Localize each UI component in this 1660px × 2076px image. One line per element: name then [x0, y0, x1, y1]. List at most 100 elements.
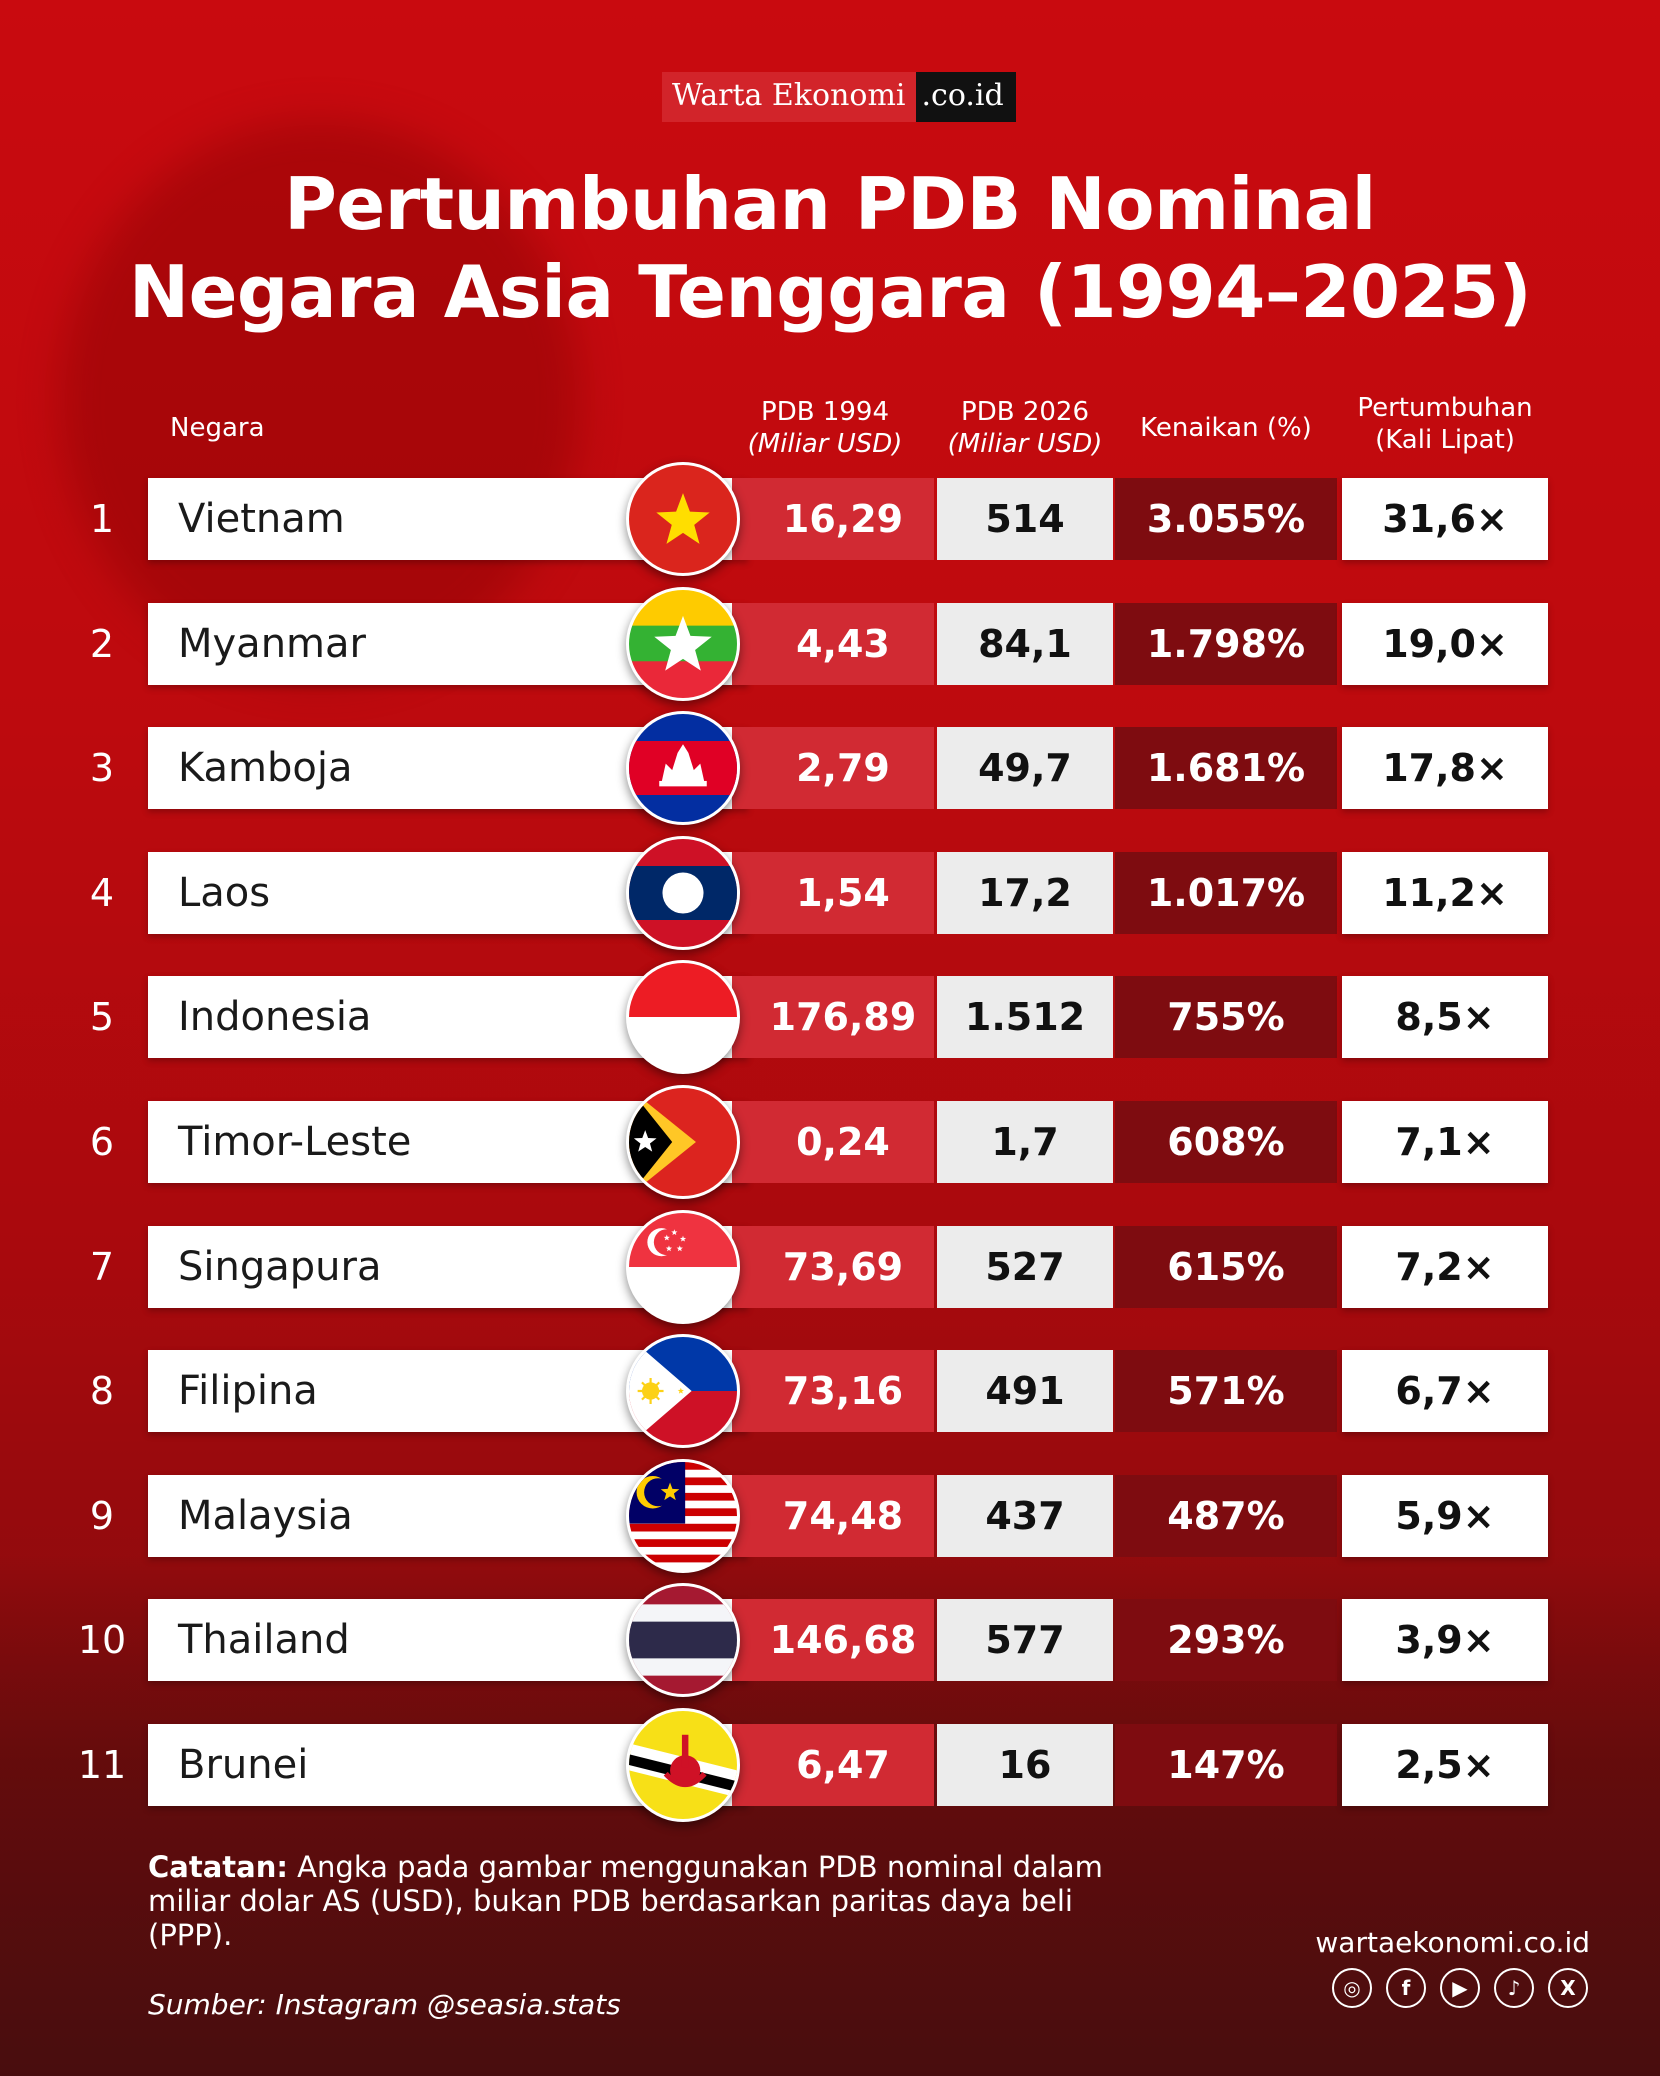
- row-growth: 19,0×: [1342, 602, 1548, 685]
- row-gdp2026: 1.512: [937, 976, 1113, 1059]
- row-gdp1994: 73,16: [732, 1350, 934, 1433]
- row-increase: 147%: [1115, 1724, 1337, 1806]
- row-rank: 7: [89, 1244, 115, 1289]
- header-country: Negara: [170, 413, 265, 443]
- row-growth: 2,5×: [1342, 1724, 1548, 1806]
- myanmar-flag: [626, 586, 740, 701]
- brand-logo: Warta Ekonomi .co.id: [662, 72, 1016, 122]
- row-rank: 8: [89, 1369, 115, 1414]
- tiktok-icon[interactable]: ♪: [1494, 1968, 1534, 2008]
- row-gdp1994: 0,24: [732, 1101, 934, 1183]
- note-text: Angka pada gambar menggunakan PDB nomina…: [148, 1850, 1103, 1952]
- row-rank: 6: [89, 1120, 115, 1164]
- row-gdp1994: 74,48: [732, 1474, 934, 1557]
- table-row: 2 Myanmar 4,43 84,1 1.798% 19,0×: [0, 586, 1660, 701]
- row-gdp1994: 176,89: [732, 976, 934, 1059]
- row-gdp2026: 527: [937, 1225, 1113, 1308]
- title-line-1: Pertumbuhan PDB Nominal: [284, 162, 1376, 246]
- row-gdp2026: 84,1: [937, 602, 1113, 685]
- row-increase: 755%: [1115, 976, 1337, 1059]
- row-growth: 7,2×: [1342, 1225, 1548, 1308]
- header-increase: Kenaikan (%): [1140, 413, 1312, 443]
- row-increase: 608%: [1115, 1101, 1337, 1183]
- row-increase: 293%: [1115, 1599, 1337, 1682]
- row-gdp1994: 146,68: [732, 1599, 934, 1682]
- row-increase: 1.798%: [1115, 602, 1337, 685]
- table-row: 10 Thailand 146,68 577 293% 3,9×: [0, 1583, 1660, 1698]
- timor-leste-flag: [626, 1085, 740, 1199]
- brand-name: Warta Ekonomi: [662, 72, 916, 122]
- row-growth: 7,1×: [1342, 1101, 1548, 1183]
- table-row: 7 Singapura 73,69 527 615% 7,2×: [0, 1209, 1660, 1324]
- header-growth: Pertumbuhan (Kali Lipat): [1357, 393, 1533, 455]
- social-links: ◎ f ▶ ♪ X: [1332, 1968, 1588, 2008]
- row-gdp2026: 1,7: [937, 1101, 1113, 1183]
- table-row: 11 Brunei 6,47 16 147% 2,5×: [0, 1708, 1660, 1822]
- row-gdp1994: 1,54: [732, 851, 934, 934]
- background-decoration: [60, 120, 580, 680]
- website-url[interactable]: wartaekonomi.co.id: [1315, 1926, 1590, 1959]
- row-growth: 3,9×: [1342, 1599, 1548, 1682]
- row-rank: 4: [89, 870, 115, 915]
- row-growth: 6,7×: [1342, 1350, 1548, 1433]
- row-gdp1994: 2,79: [732, 727, 934, 810]
- thailand-flag: [626, 1583, 740, 1698]
- note-label: Catatan:: [148, 1850, 288, 1884]
- table-row: 9 Malaysia 74,48 437 487% 5,9×: [0, 1458, 1660, 1573]
- row-growth: 31,6×: [1342, 478, 1548, 560]
- row-rank: 9: [89, 1493, 115, 1538]
- row-gdp2026: 49,7: [937, 727, 1113, 810]
- note: Catatan: Angka pada gambar menggunakan P…: [148, 1850, 1148, 1952]
- indonesia-flag: [626, 960, 740, 1075]
- row-rank: 5: [89, 995, 115, 1040]
- page-title: Pertumbuhan PDB Nominal Negara Asia Teng…: [0, 160, 1660, 336]
- cambodia-flag: [626, 711, 740, 826]
- instagram-icon[interactable]: ◎: [1332, 1968, 1372, 2008]
- row-increase: 3.055%: [1115, 478, 1337, 560]
- row-gdp1994: 6,47: [732, 1724, 934, 1806]
- table-row: 6 Timor-Leste 0,24 1,7 608% 7,1×: [0, 1085, 1660, 1199]
- row-gdp2026: 514: [937, 478, 1113, 560]
- row-increase: 1.017%: [1115, 851, 1337, 934]
- row-gdp2026: 577: [937, 1599, 1113, 1682]
- brunei-flag: [626, 1708, 740, 1822]
- row-increase: 571%: [1115, 1350, 1337, 1433]
- table-row: 8 Filipina 73,16 491 571% 6,7×: [0, 1334, 1660, 1449]
- row-increase: 1.681%: [1115, 727, 1337, 810]
- table-row: 3 Kamboja 2,79 49,7 1.681% 17,8×: [0, 711, 1660, 826]
- row-gdp2026: 491: [937, 1350, 1113, 1433]
- row-increase: 615%: [1115, 1225, 1337, 1308]
- row-rank: 10: [77, 1618, 127, 1663]
- header-gdp1994: PDB 1994 (Miliar USD): [747, 397, 903, 459]
- vietnam-flag: [626, 462, 740, 576]
- philippines-flag: [626, 1334, 740, 1449]
- singapore-flag: [626, 1209, 740, 1324]
- brand-tld: .co.id: [915, 72, 1016, 122]
- x-icon[interactable]: X: [1548, 1968, 1588, 2008]
- table-row: 4 Laos 1,54 17,2 1.017% 11,2×: [0, 835, 1660, 950]
- row-growth: 11,2×: [1342, 851, 1548, 934]
- row-growth: 17,8×: [1342, 727, 1548, 810]
- row-increase: 487%: [1115, 1474, 1337, 1557]
- row-gdp2026: 17,2: [937, 851, 1113, 934]
- row-rank: 11: [77, 1743, 127, 1787]
- row-gdp1994: 73,69: [732, 1225, 934, 1308]
- row-growth: 5,9×: [1342, 1474, 1548, 1557]
- header-gdp2026: PDB 2026 (Miliar USD): [947, 397, 1103, 459]
- row-gdp1994: 4,43: [732, 602, 934, 685]
- source-credit: Sumber: Instagram @seasia.stats: [148, 1988, 621, 2021]
- row-rank: 1: [89, 497, 115, 541]
- laos-flag: [626, 835, 740, 950]
- title-line-2: Negara Asia Tenggara (1994–2025): [128, 250, 1532, 334]
- youtube-icon[interactable]: ▶: [1440, 1968, 1480, 2008]
- row-rank: 2: [89, 621, 115, 666]
- row-rank: 3: [89, 746, 115, 791]
- table-row: 5 Indonesia 176,89 1.512 755% 8,5×: [0, 960, 1660, 1075]
- row-gdp2026: 437: [937, 1474, 1113, 1557]
- row-gdp1994: 16,29: [732, 478, 934, 560]
- row-growth: 8,5×: [1342, 976, 1548, 1059]
- malaysia-flag: [626, 1458, 740, 1573]
- table-row: 1 Vietnam 16,29 514 3.055% 31,6×: [0, 462, 1660, 576]
- facebook-icon[interactable]: f: [1386, 1968, 1426, 2008]
- row-gdp2026: 16: [937, 1724, 1113, 1806]
